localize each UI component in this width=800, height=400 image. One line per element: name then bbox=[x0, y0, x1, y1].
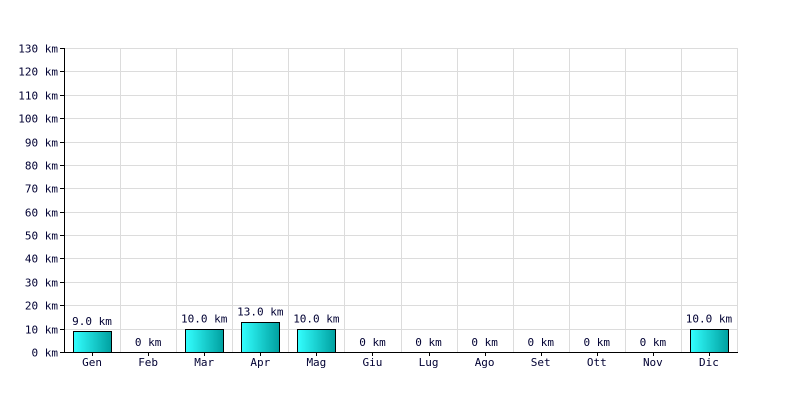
y-tick-label: 110 km bbox=[18, 90, 58, 103]
bars bbox=[73, 322, 729, 353]
y-tick-label: 20 km bbox=[25, 300, 58, 313]
bar-apr bbox=[241, 322, 280, 353]
grid bbox=[64, 48, 738, 353]
x-tick-label: Lug bbox=[419, 356, 439, 369]
x-tick-label: Set bbox=[531, 356, 551, 369]
x-tick-label: Ott bbox=[587, 356, 607, 369]
y-tick-label: 40 km bbox=[25, 253, 58, 266]
x-tick-label: Apr bbox=[250, 356, 270, 369]
bar-value-label: 13.0 km bbox=[237, 306, 284, 319]
bar-value-label: 0 km bbox=[527, 336, 554, 349]
y-tick-label: 80 km bbox=[25, 160, 58, 173]
bar-value-label: 0 km bbox=[415, 336, 442, 349]
y-tick-label: 10 km bbox=[25, 324, 58, 337]
x-tick-label: Ago bbox=[475, 356, 495, 369]
y-tick-label: 0 km bbox=[32, 347, 59, 360]
y-tick-label: 30 km bbox=[25, 277, 58, 290]
y-tick-label: 130 km bbox=[18, 43, 58, 56]
bar-value-label: 0 km bbox=[584, 336, 611, 349]
bar-mag bbox=[297, 329, 336, 353]
axes bbox=[60, 48, 738, 356]
bar-value-label: 0 km bbox=[359, 336, 386, 349]
bar-value-label: 0 km bbox=[135, 336, 162, 349]
bar-mar bbox=[185, 329, 224, 353]
x-tick-label: Mar bbox=[194, 356, 214, 369]
bar-value-label: 10.0 km bbox=[181, 313, 228, 326]
y-tick-label: 90 km bbox=[25, 137, 58, 150]
bar-dic bbox=[690, 329, 729, 353]
bar-value-label: 9.0 km bbox=[72, 315, 112, 328]
x-tick-label: Gen bbox=[82, 356, 102, 369]
x-tick-label: Giu bbox=[363, 356, 383, 369]
bar-value-label: 0 km bbox=[640, 336, 667, 349]
x-tick-label: Dic bbox=[699, 356, 719, 369]
y-tick-label: 50 km bbox=[25, 230, 58, 243]
bar-value-label: 10.0 km bbox=[686, 313, 733, 326]
labels: 0 km 10 km 20 km 30 km 40 km 50 km 60 km 70 km 8… bbox=[18, 43, 732, 370]
bar-gen bbox=[73, 331, 112, 353]
y-tick-label: 120 km bbox=[18, 66, 58, 79]
x-tick-label: Mag bbox=[306, 356, 326, 369]
bar-value-label: 0 km bbox=[471, 336, 498, 349]
x-tick-label: Feb bbox=[138, 356, 158, 369]
bar-value-label: 10.0 km bbox=[293, 313, 340, 326]
x-tick-label: Nov bbox=[643, 356, 663, 369]
y-tick-label: 70 km bbox=[25, 183, 58, 196]
y-tick-label: 100 km bbox=[18, 113, 58, 126]
y-tick-label: 60 km bbox=[25, 207, 58, 220]
